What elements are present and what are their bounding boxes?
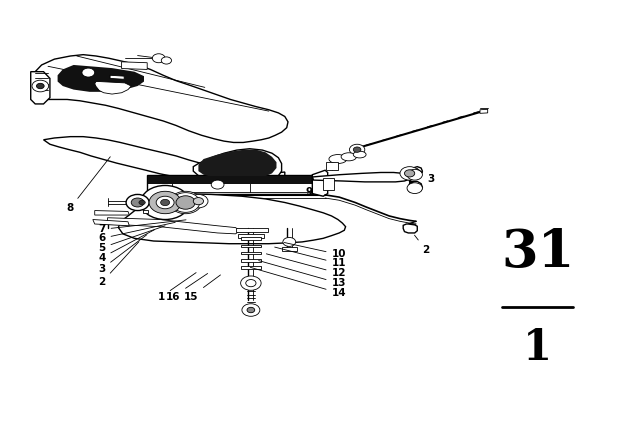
Circle shape: [404, 170, 415, 177]
Text: 16: 16: [166, 273, 207, 302]
Polygon shape: [143, 210, 148, 213]
Polygon shape: [406, 167, 422, 192]
Circle shape: [193, 198, 204, 205]
Circle shape: [242, 304, 260, 316]
Text: 10: 10: [284, 242, 346, 259]
Polygon shape: [480, 109, 488, 113]
Circle shape: [176, 196, 195, 209]
Polygon shape: [282, 247, 297, 251]
Text: 6: 6: [99, 222, 175, 243]
Circle shape: [126, 194, 149, 211]
Polygon shape: [241, 266, 261, 269]
Circle shape: [172, 193, 200, 212]
Polygon shape: [241, 252, 261, 254]
Ellipse shape: [341, 153, 356, 161]
Circle shape: [353, 147, 361, 152]
Circle shape: [161, 57, 172, 64]
Circle shape: [170, 191, 202, 214]
Text: 3: 3: [417, 168, 435, 184]
Circle shape: [283, 237, 296, 246]
Ellipse shape: [353, 151, 366, 158]
Polygon shape: [323, 178, 334, 190]
Polygon shape: [403, 224, 417, 233]
Circle shape: [36, 83, 44, 89]
Text: 15: 15: [184, 275, 221, 302]
Text: 8: 8: [67, 157, 110, 213]
Text: 5: 5: [99, 226, 165, 253]
Text: 3: 3: [99, 235, 147, 274]
Circle shape: [161, 199, 170, 206]
Circle shape: [152, 54, 165, 63]
Text: 14: 14: [250, 267, 346, 298]
Polygon shape: [236, 228, 268, 232]
Polygon shape: [241, 237, 261, 240]
Polygon shape: [95, 211, 129, 215]
Circle shape: [131, 198, 144, 207]
Text: 1: 1: [158, 273, 196, 302]
Polygon shape: [110, 75, 124, 79]
Circle shape: [349, 144, 365, 155]
Text: 13: 13: [259, 261, 346, 288]
Circle shape: [32, 80, 49, 92]
Polygon shape: [93, 220, 129, 226]
Circle shape: [149, 191, 181, 214]
Text: 11: 11: [275, 247, 346, 268]
Polygon shape: [122, 62, 147, 69]
Text: 7: 7: [98, 220, 186, 234]
Polygon shape: [312, 172, 410, 182]
Circle shape: [247, 307, 255, 313]
Polygon shape: [31, 55, 288, 142]
Polygon shape: [148, 176, 313, 184]
Text: 2: 2: [415, 235, 429, 255]
Polygon shape: [31, 72, 50, 104]
Circle shape: [407, 169, 422, 180]
Circle shape: [211, 180, 224, 189]
Polygon shape: [241, 259, 261, 262]
Polygon shape: [241, 245, 261, 247]
Polygon shape: [198, 150, 276, 180]
Text: 12: 12: [266, 254, 346, 278]
Polygon shape: [95, 82, 131, 94]
Polygon shape: [193, 149, 282, 183]
Polygon shape: [147, 175, 314, 194]
Text: 2: 2: [99, 242, 139, 287]
Polygon shape: [108, 218, 240, 234]
Polygon shape: [312, 170, 328, 196]
Text: 1: 1: [523, 327, 552, 369]
Polygon shape: [326, 162, 338, 170]
Polygon shape: [58, 65, 144, 92]
Polygon shape: [44, 137, 285, 186]
Circle shape: [189, 194, 208, 208]
Circle shape: [139, 200, 145, 205]
Polygon shape: [118, 194, 346, 244]
Ellipse shape: [329, 155, 347, 164]
Circle shape: [141, 185, 189, 220]
Circle shape: [241, 276, 261, 290]
Circle shape: [400, 167, 419, 180]
Text: 31: 31: [501, 227, 574, 278]
Circle shape: [82, 68, 95, 77]
Circle shape: [246, 280, 256, 287]
Text: 4: 4: [98, 230, 154, 263]
Circle shape: [156, 196, 174, 209]
Circle shape: [407, 183, 422, 194]
Text: 9: 9: [306, 180, 313, 197]
Polygon shape: [238, 234, 264, 238]
